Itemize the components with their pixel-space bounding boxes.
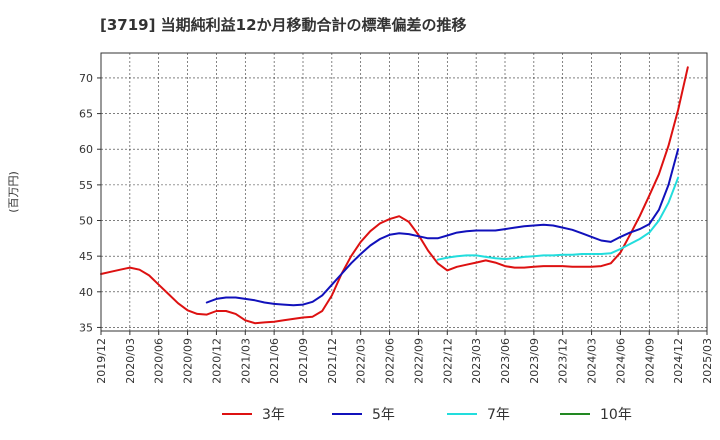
y-tick-label: 35 <box>79 321 93 334</box>
chart-title: [3719] 当期純利益12か月移動合計の標準偏差の推移 <box>100 16 467 34</box>
x-tick-label: 2024/06 <box>614 338 627 384</box>
y-tick-label: 45 <box>79 250 93 263</box>
x-tick-label: 2022/12 <box>441 338 454 384</box>
y-tick-label: 55 <box>79 179 93 192</box>
y-tick-label: 40 <box>79 286 93 299</box>
series-line-5年 <box>205 148 680 307</box>
x-tick-label: 2023/03 <box>470 338 483 384</box>
legend-label-10年: 10年 <box>600 407 632 423</box>
y-tick-label: 60 <box>79 143 93 156</box>
grid-layer <box>100 53 708 331</box>
x-tick-label: 2022/09 <box>412 338 425 384</box>
x-tick-label: 2024/03 <box>586 338 599 384</box>
y-tick-label: 50 <box>79 215 93 228</box>
legend-label-5年: 5年 <box>372 407 395 423</box>
x-tick-label: 2024/09 <box>643 338 656 384</box>
x-tick-label: 2021/06 <box>268 338 281 384</box>
legend-label-3年: 3年 <box>262 407 285 423</box>
x-tick-label: 2020/09 <box>182 338 195 384</box>
legend-label-7年: 7年 <box>487 407 510 423</box>
x-tick-label: 2019/12 <box>95 338 108 384</box>
series-line-7年 <box>436 176 680 261</box>
x-tick-label: 2020/03 <box>124 338 137 384</box>
x-tick-label: 2020/06 <box>153 338 166 384</box>
x-tick-label: 2023/06 <box>499 338 512 384</box>
plot-frame <box>100 52 708 332</box>
x-tick-label: 2024/12 <box>672 338 685 384</box>
x-tick-label: 2022/06 <box>384 338 397 384</box>
series-layer <box>100 66 689 325</box>
legend: 3年 5年 7年 10年 <box>222 407 632 423</box>
axis-layer: 35 40 45 50 55 60 65 70 2019/12 2020/03 2020/06 202… <box>79 52 714 384</box>
x-tick-label: 2021/12 <box>326 338 339 384</box>
y-tick-label: 65 <box>79 108 93 121</box>
series-line-3年 <box>100 66 689 325</box>
x-tick-label: 2022/03 <box>355 338 368 384</box>
x-tick-label: 2023/12 <box>557 338 570 384</box>
y-axis-label: (百万円) <box>7 171 20 213</box>
y-tick-label: 70 <box>79 72 93 85</box>
x-tick-label: 2021/09 <box>297 338 310 384</box>
x-tick-label: 2025/03 <box>701 338 714 384</box>
x-tick-label: 2020/12 <box>210 338 223 384</box>
x-tick-label: 2021/03 <box>239 338 252 384</box>
x-tick-label: 2023/09 <box>528 338 541 384</box>
